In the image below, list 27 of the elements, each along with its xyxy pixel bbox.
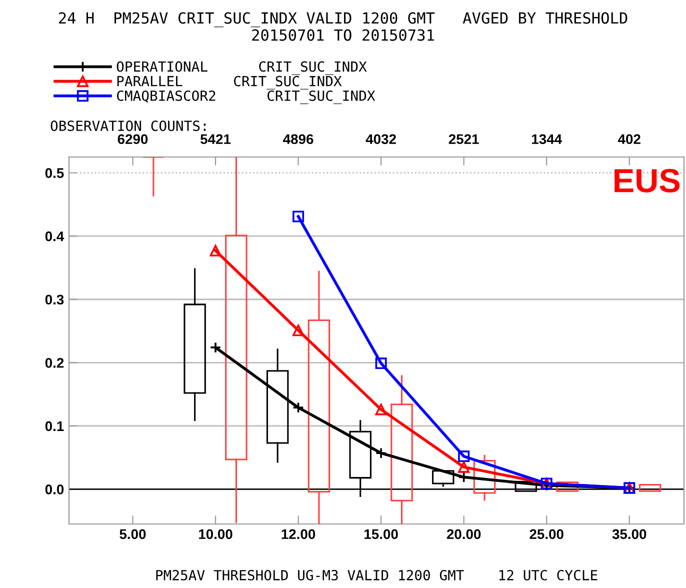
text: 402 <box>618 134 640 144</box>
y-tick-label: 0.0 <box>45 484 64 494</box>
y-tick-label: 0.5 <box>45 168 64 178</box>
text: 4896 <box>283 134 314 144</box>
text: 1344 <box>532 134 562 144</box>
legend-label: PARALLEL CRIT_SUC_INDX <box>117 76 342 90</box>
x-tick-label: 15.00 <box>364 529 398 540</box>
x-tick-label: 12.00 <box>282 529 316 540</box>
x-axis-title: PM25AV THRESHOLD UG-M3 VALID 1200 GMT 12 UTC CYCLE <box>156 570 598 580</box>
legend-label: OPERATIONAL CRIT_SUC_INDX <box>116 61 367 75</box>
text: 4032 <box>366 134 396 144</box>
text: 2521 <box>448 134 479 144</box>
x-tick-label: 35.00 <box>612 529 646 540</box>
x-tick-label: 10.00 <box>199 529 232 540</box>
text: 6290 <box>118 134 148 144</box>
text: OBSERVATION COUNTS: <box>50 120 206 132</box>
x-tick-label: 20.00 <box>446 529 481 540</box>
legend-label: CMAQBIASCOR2 CRIT_SUC_INDX <box>116 90 376 104</box>
text: 5421 <box>200 134 231 144</box>
chart-title: 24 H PM25AV CRIT_SUC_INDX VALID 1200 GMT AVGED BY THRESHOLD 20150701 TO 20150731 <box>59 12 628 41</box>
x-tick-label: 5.00 <box>120 529 146 540</box>
x-tick-label: 25.00 <box>530 529 564 540</box>
y-tick-label: 0.3 <box>45 294 64 305</box>
y-tick-label: 0.2 <box>45 358 64 368</box>
annotation: EUS <box>614 168 680 192</box>
y-tick-label: 0.1 <box>45 421 64 432</box>
y-tick-label: 0.4 <box>45 231 64 242</box>
